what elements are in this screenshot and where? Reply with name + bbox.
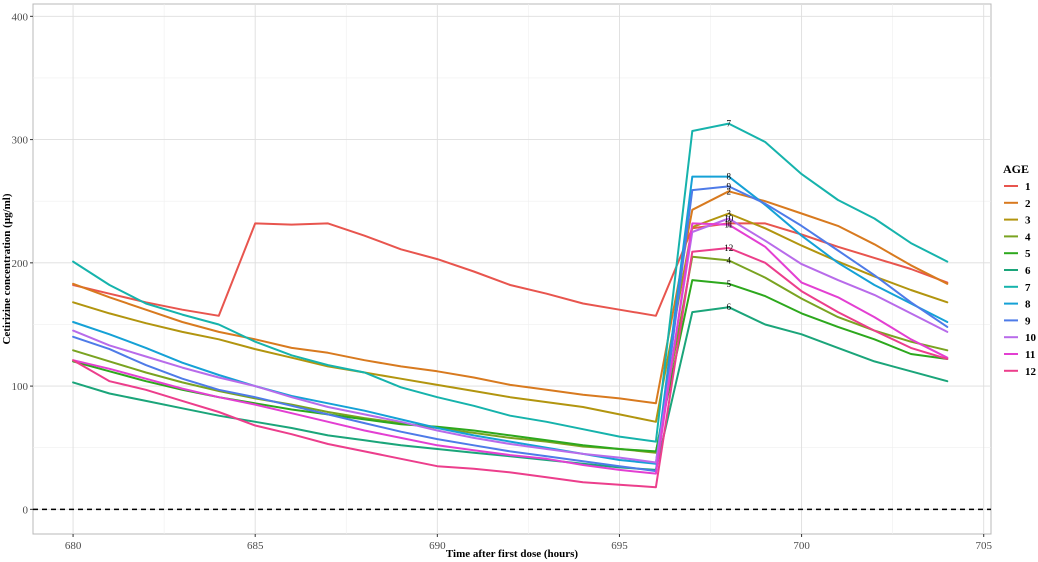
point-label-age-7: 7 — [726, 119, 731, 129]
x-tick-label: 705 — [975, 540, 992, 552]
series-lines — [72, 122, 949, 489]
y-tick-label: 100 — [12, 381, 29, 393]
series-line-age-12 — [72, 247, 949, 489]
point-label-age-10: 10 — [724, 213, 734, 223]
legend-label-age-4: 4 — [1025, 231, 1031, 243]
series-line-age-6 — [72, 306, 949, 471]
legend-title: AGE — [1003, 162, 1029, 176]
legend-label-age-12: 12 — [1025, 366, 1037, 378]
point-label-age-11: 11 — [724, 220, 733, 230]
x-tick-label: 680 — [65, 540, 82, 552]
series-line-age-2 — [72, 190, 949, 405]
point-label-age-2: 2 — [726, 186, 731, 196]
y-tick-label: 0 — [23, 504, 29, 516]
x-axis: 680 685 690 695 700 705 — [65, 534, 992, 552]
series-line-age-10 — [72, 217, 949, 464]
legend-label-age-5: 5 — [1025, 248, 1031, 260]
legend-label-age-2: 2 — [1025, 198, 1031, 210]
series-line-age-7 — [72, 122, 949, 443]
series-line-age-3 — [72, 212, 949, 423]
y-tick-label: 300 — [12, 135, 29, 147]
x-axis-title: Time after first dose (hours) — [446, 548, 579, 560]
series-line-age-4 — [72, 255, 949, 454]
point-label-age-9: 9 — [726, 181, 731, 191]
legend-label-age-11: 11 — [1025, 349, 1035, 361]
point-label-age-5: 5 — [726, 279, 731, 289]
x-tick-label: 685 — [247, 540, 264, 552]
legend-label-age-9: 9 — [1025, 315, 1031, 327]
y-tick-label: 200 — [12, 258, 29, 270]
x-tick-label: 700 — [793, 540, 810, 552]
point-label-age-6: 6 — [726, 302, 731, 312]
point-label-age-3: 3 — [726, 209, 731, 219]
point-label-age-8: 8 — [726, 172, 731, 182]
point-label-age-4: 4 — [726, 255, 731, 265]
legend-label-age-6: 6 — [1025, 265, 1031, 277]
y-axis-title: Cetirizine concentration (μg/ml) — [1, 193, 13, 344]
x-tick-label: 690 — [429, 540, 446, 552]
series-line-age-9 — [72, 185, 949, 473]
legend-label-age-3: 3 — [1025, 215, 1031, 227]
legend-label-age-7: 7 — [1025, 282, 1031, 294]
x-tick-label: 695 — [611, 540, 628, 552]
legend-label-age-1: 1 — [1025, 181, 1031, 193]
legend-label-age-8: 8 — [1025, 299, 1031, 311]
legend-label-age-10: 10 — [1025, 332, 1037, 344]
plot-panel — [32, 3, 992, 535]
series-line-age-11 — [72, 222, 949, 475]
point-label-age-12: 12 — [724, 243, 733, 253]
series-line-age-8 — [72, 175, 949, 465]
point-label-age-1: 1 — [726, 218, 731, 228]
y-axis: 0 100 200 300 400 — [12, 11, 33, 516]
y-tick-label: 400 — [12, 11, 29, 23]
